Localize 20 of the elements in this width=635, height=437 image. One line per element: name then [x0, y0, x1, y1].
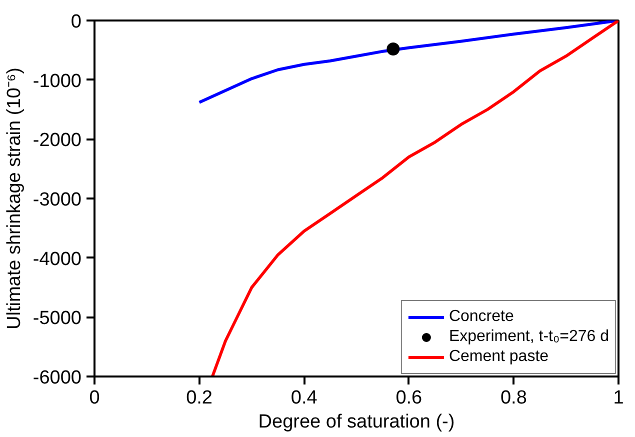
line-series [198, 20, 618, 104]
x-tick-label: 0.2 [186, 388, 213, 408]
x-tick-label: 0 [89, 388, 100, 408]
x-axis-title: Degree of saturation (-) [258, 412, 455, 432]
y-tick-label: -4000 [32, 248, 82, 270]
x-tick-label: 0.8 [500, 388, 527, 408]
y-tick-label: -5000 [32, 308, 82, 330]
y-tick-label: -1000 [32, 70, 82, 92]
legend-label: Concrete [448, 308, 514, 326]
y-axis-title: Ultimate shrinkage strain (10⁻⁶) [4, 68, 25, 330]
x-tick-label: 0.6 [396, 388, 422, 408]
y-tick-label: -2000 [32, 130, 82, 152]
y-tick-label: 0 [70, 12, 82, 32]
y-tick-label: -6000 [32, 368, 82, 388]
y-tick-label: -3000 [32, 190, 82, 210]
x-tick-label: 0.4 [290, 388, 318, 408]
line-series [210, 20, 618, 376]
legend-label: Cement paste [448, 348, 549, 366]
x-tick-label: 1 [613, 388, 624, 408]
legend-label: Experiment, t-t₀=276 d [448, 328, 609, 346]
